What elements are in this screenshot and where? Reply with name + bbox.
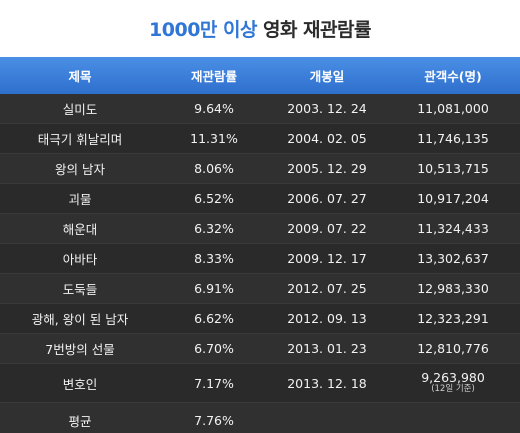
- header-audience: 관객수(명): [424, 69, 482, 84]
- average-row: 평균 7.76%: [0, 403, 520, 433]
- cell-release: 2012. 07. 25: [287, 281, 367, 296]
- cell-release: 2012. 09. 13: [287, 311, 367, 326]
- cell-rewatch: 7.17%: [194, 375, 234, 391]
- cell-title: 광해, 왕이 된 남자: [31, 312, 129, 327]
- cell-audience: 10,513,715: [417, 161, 489, 176]
- cell-audience: 11,746,135: [417, 131, 489, 146]
- header-rewatch: 재관람률: [190, 69, 237, 84]
- cell-title: 태극기 휘날리며: [37, 132, 123, 147]
- title-rest: 영화 재관람률: [262, 19, 372, 41]
- table-body: 실미도 9.64% 2003. 12. 24 11,081,000 태극기 휘날…: [0, 94, 520, 433]
- cell-title: 괴물: [68, 192, 92, 207]
- cell-rewatch: 6.91%: [194, 281, 234, 296]
- cell-rewatch: 6.52%: [194, 191, 234, 206]
- cell-audience: 11,324,433: [417, 221, 489, 236]
- cell-audience: 10,917,204: [417, 191, 489, 206]
- cell-release: 2013. 01. 23: [287, 341, 367, 356]
- title-bar: 1000만 이상 영화 재관람률: [0, 0, 520, 57]
- header-title: 제목: [68, 69, 92, 84]
- cell-rewatch: 6.32%: [194, 221, 234, 236]
- cell-title: 아바타: [62, 252, 98, 267]
- table-header: 제목 재관람률 개봉일 관객수(명): [0, 57, 520, 94]
- cell-rewatch: 8.33%: [194, 251, 234, 266]
- cell-audience-group: 9,263,980 (12일 기준): [386, 369, 520, 395]
- cell-audience: 12,983,330: [417, 281, 489, 296]
- cell-title: 도둑들: [62, 282, 98, 297]
- table-row: 도둑들 6.91% 2012. 07. 25 12,983,330: [0, 274, 520, 304]
- data-table: 제목 재관람률 개봉일 관객수(명) 실미도 9.64% 2003. 12. 2…: [0, 57, 520, 433]
- header-release: 개봉일: [309, 69, 345, 84]
- cell-audience: 11,081,000: [417, 101, 489, 116]
- table-row: 괴물 6.52% 2006. 07. 27 10,917,204: [0, 184, 520, 214]
- cell-title: 7번방의 선물: [45, 342, 115, 357]
- cell-title: 해운대: [62, 222, 98, 237]
- cell-release: 2004. 02. 05: [287, 131, 367, 146]
- cell-audience: 12,323,291: [417, 311, 489, 326]
- cell-title: 왕의 남자: [55, 162, 105, 177]
- cell-release: 2009. 12. 17: [287, 251, 367, 266]
- cell-audience: 13,302,637: [417, 251, 489, 266]
- cell-release: 2009. 07. 22: [287, 221, 367, 236]
- cell-rewatch: 6.70%: [194, 341, 234, 356]
- title-accent: 1000만 이상: [149, 19, 257, 41]
- table-row: 실미도 9.64% 2003. 12. 24 11,081,000: [0, 94, 520, 124]
- table-row: 왕의 남자 8.06% 2005. 12. 29 10,513,715: [0, 154, 520, 184]
- table-row: 7번방의 선물 6.70% 2013. 01. 23 12,810,776: [0, 334, 520, 364]
- cell-release: 2005. 12. 29: [287, 161, 367, 176]
- table-row: 아바타 8.33% 2009. 12. 17 13,302,637: [0, 244, 520, 274]
- table-row: 광해, 왕이 된 남자 6.62% 2012. 09. 13 12,323,29…: [0, 304, 520, 334]
- cell-rewatch: 11.31%: [190, 131, 238, 146]
- cell-audience: 12,810,776: [417, 341, 489, 356]
- cell-rewatch: 8.06%: [194, 161, 234, 176]
- table-row: 태극기 휘날리며 11.31% 2004. 02. 05 11,746,135: [0, 124, 520, 154]
- cell-release: 2013. 12. 18: [287, 375, 367, 391]
- cell-release: 2003. 12. 24: [287, 101, 367, 116]
- cell-title: 실미도: [62, 102, 98, 117]
- cell-release: 2006. 07. 27: [287, 191, 367, 206]
- cell-rewatch: 6.62%: [194, 311, 234, 326]
- cell-audience: 9,263,980: [421, 369, 485, 385]
- average-rewatch: 7.76%: [194, 412, 234, 428]
- cell-rewatch: 9.64%: [194, 101, 234, 116]
- cell-audience-note: (12일 기준): [431, 384, 475, 395]
- table-row: 변호인 7.17% 2013. 12. 18 9,263,980 (12일 기준…: [0, 364, 520, 403]
- table-row: 해운대 6.32% 2009. 07. 22 11,324,433: [0, 214, 520, 244]
- cell-title: 변호인: [62, 376, 98, 392]
- average-label: 평균: [68, 413, 92, 429]
